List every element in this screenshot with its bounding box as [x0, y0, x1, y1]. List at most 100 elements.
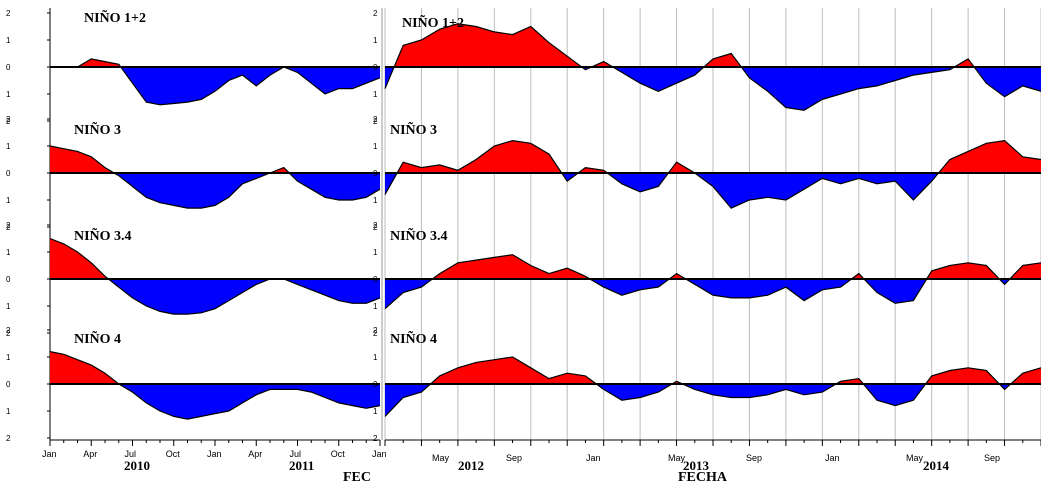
year-label-left: 2010: [124, 458, 150, 473]
y-tick-label-right: 1: [373, 302, 378, 311]
area-negative-left-2: [50, 173, 380, 209]
year-label-left: 2011: [289, 458, 314, 473]
y-tick-label-right: 0: [373, 275, 378, 284]
x-tick-label-left: Jan: [372, 449, 387, 459]
panel-title-left-2: NIÑO 3: [74, 120, 121, 138]
y-tick-label-right: 2: [373, 9, 378, 18]
x-tick-label-right: Jan: [825, 453, 840, 463]
y-tick-label-right: 2: [373, 326, 378, 335]
y-tick-label-left: 1: [6, 90, 11, 99]
area-negative-right-1: [385, 67, 1041, 111]
area-negative-left-1: [50, 67, 380, 105]
area-negative-right-3: [385, 279, 1041, 309]
area-positive-left-2: [50, 146, 380, 173]
y-tick-label-left: 2: [6, 223, 11, 232]
panel-title-right-2: NIÑO 3: [390, 120, 437, 138]
area-positive-right-1: [385, 23, 1041, 67]
series-line-right-2: [384, 139, 1041, 209]
y-tick-label-left: 1: [6, 196, 11, 205]
y-tick-label-right: 1: [373, 353, 378, 362]
y-tick-label-left: 2: [6, 115, 11, 124]
y-tick-label-left: 2: [6, 434, 11, 443]
series-line-right-4: [384, 356, 1041, 417]
series-layer: [49, 23, 1041, 420]
x-axis-label-right: FECHA: [678, 470, 728, 484]
y-tick-label-left: 1: [6, 248, 11, 257]
y-tick-label-left: 2: [6, 326, 11, 335]
y-tick-label-left: 1: [6, 36, 11, 45]
y-tick-label-right: 1: [373, 248, 378, 257]
panel-title-left-1: NIÑO 1+2: [84, 8, 146, 26]
area-positive-right-4: [385, 357, 1041, 384]
x-tick-label-left: Jul: [290, 449, 302, 459]
panel-title-right-3: NIÑO 3.4: [390, 226, 448, 244]
y-tick-label-right: 1: [373, 407, 378, 416]
x-tick-label-right: May: [668, 453, 686, 463]
x-tick-label-left: Jul: [125, 449, 137, 459]
series-line-left-2: [49, 145, 381, 209]
x-tick-label-left: Oct: [331, 449, 346, 459]
y-tick-label-right: 1: [373, 90, 378, 99]
y-tick-label-left: 1: [6, 407, 11, 416]
y-tick-label-right: 0: [373, 380, 378, 389]
series-line-left-3: [49, 237, 381, 315]
x-tick-label-left: Apr: [248, 449, 262, 459]
x-tick-label-right: Sep: [984, 453, 1000, 463]
series-line-left-1: [50, 58, 381, 106]
y-tick-label-right: 2: [373, 434, 378, 443]
y-tick-label-right: 0: [373, 169, 378, 178]
year-label-right: 2014: [923, 458, 950, 473]
area-negative-left-4: [50, 384, 380, 420]
series-line-right-3: [384, 254, 1041, 310]
area-negative-left-3: [50, 279, 380, 315]
area-positive-right-3: [385, 254, 1041, 279]
x-tick-label-right: Sep: [506, 453, 522, 463]
x-tick-label-left: Apr: [83, 449, 97, 459]
y-tick-label-left: 2: [6, 9, 11, 18]
y-tick-label-left: 2: [6, 117, 11, 126]
x-tick-label-left: Oct: [166, 449, 181, 459]
y-tick-label-left: 0: [6, 275, 11, 284]
x-tick-label-right: Sep: [746, 453, 762, 463]
y-tick-label-right: 2: [373, 329, 378, 338]
y-tick-label-right: 0: [373, 63, 378, 72]
y-tick-label-right: 2: [373, 223, 378, 232]
area-negative-right-4: [385, 384, 1041, 417]
area-positive-left-3: [50, 238, 380, 279]
y-tick-label-left: 0: [6, 63, 11, 72]
y-tick-label-left: 2: [6, 329, 11, 338]
y-tick-label-right: 1: [373, 142, 378, 151]
year-label-right: 2013: [683, 458, 710, 473]
panel-title-left-4: NIÑO 4: [74, 329, 121, 347]
y-tick-label-right: 1: [373, 36, 378, 45]
panel-title-left-3: NIÑO 3.4: [74, 226, 132, 244]
area-negative-right-2: [385, 173, 1041, 209]
zero-lines: [50, 66, 1041, 385]
y-tick-label-right: 1: [373, 196, 378, 205]
y-tick-label-left: 0: [6, 380, 11, 389]
series-line-right-1: [384, 23, 1041, 111]
y-tick-label-right: 2: [373, 117, 378, 126]
x-axis-label-left: FEC: [343, 470, 371, 484]
y-tick-label-left: 0: [6, 169, 11, 178]
y-tick-label-left: 1: [6, 142, 11, 151]
y-tick-label-left: 1: [6, 353, 11, 362]
x-tick-label-left: Jan: [207, 449, 222, 459]
x-tick-label-right: May: [432, 453, 450, 463]
year-labels: 2010 2011 2012 2013 2014: [124, 458, 950, 473]
x-tick-labels: Jan Apr Jul Oct Jan Apr Jul Oct Jan May Sep Jan May S…: [42, 439, 1041, 463]
y-tick-label-right: 2: [373, 221, 378, 230]
panel-title-right-4: NIÑO 4: [390, 329, 437, 347]
series-line-left-4: [49, 351, 381, 420]
x-tick-label-right: May: [906, 453, 924, 463]
y-tick-label-right: 2: [373, 115, 378, 124]
year-label-right: 2012: [458, 458, 484, 473]
x-tick-label-right: Jan: [586, 453, 601, 463]
y-tick-label-left: 1: [6, 302, 11, 311]
x-tick-label-left: Jan: [42, 449, 57, 459]
area-positive-left-4: [50, 351, 380, 384]
